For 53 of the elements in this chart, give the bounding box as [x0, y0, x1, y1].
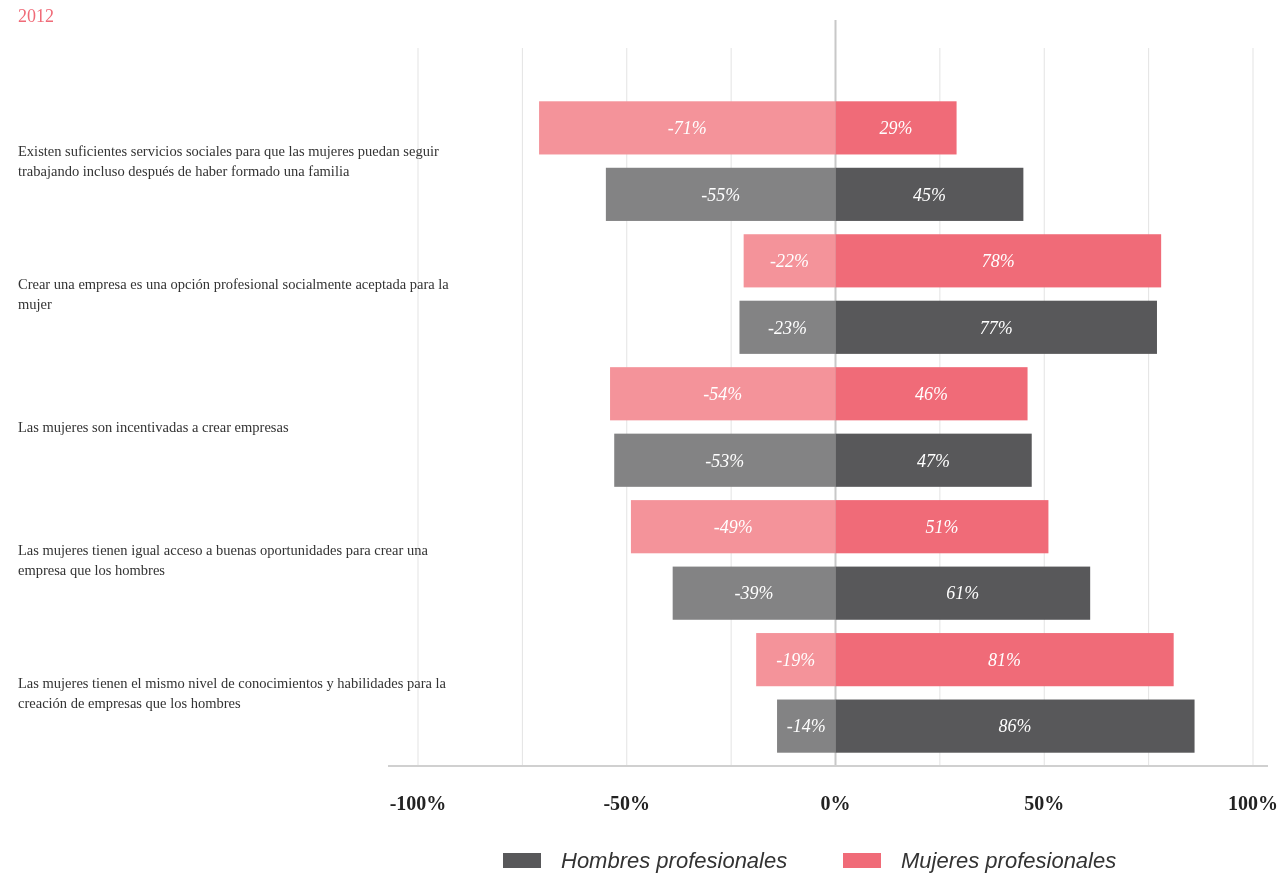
- y-tick-label: Las mujeres son incentivadas a crear empresas: [18, 419, 289, 436]
- y-tick-label: Las mujeres tienen el mismo nivel de conocimientos y habilidades para la creación de empresas que los hombres: [18, 674, 447, 711]
- bar: [835, 300, 1157, 354]
- bar: [835, 699, 1195, 753]
- bar: [835, 167, 1024, 221]
- bar: [743, 234, 836, 288]
- data-label: -53%: [705, 450, 745, 471]
- data-label: -55%: [701, 184, 741, 205]
- bar: [835, 234, 1162, 288]
- data-label: -22%: [770, 251, 810, 272]
- x-tick-label: 50%: [1024, 792, 1065, 814]
- legend-label: Hombres profesionales: [561, 848, 788, 873]
- data-label: 51%: [925, 517, 959, 538]
- legend-label: Mujeres profesionales: [901, 848, 1117, 873]
- data-label: -14%: [786, 716, 826, 737]
- x-tick-label: -100%: [389, 792, 447, 814]
- data-label: 45%: [912, 184, 946, 205]
- bar: [756, 633, 836, 687]
- bar: [835, 101, 957, 155]
- data-label: 86%: [998, 716, 1032, 737]
- x-tick-label: 0%: [820, 792, 851, 814]
- bar: [835, 500, 1049, 554]
- data-label: -54%: [703, 384, 743, 405]
- bar: [835, 566, 1091, 620]
- bar: [835, 367, 1028, 421]
- bar: [835, 433, 1032, 487]
- y-tick-label: Las mujeres tienen igual acceso a buenas oportunidades para crear una empresa que los hombres: [18, 542, 429, 579]
- y-tick-label: Existen suficientes servicios sociales para que las mujeres puedan seguir trabajando incluso después de haber formado una familia: [18, 143, 439, 180]
- bar: [835, 633, 1174, 687]
- data-label: -23%: [767, 317, 807, 338]
- data-label: 78%: [981, 251, 1015, 272]
- text: 2012: [18, 6, 54, 26]
- bar: [610, 367, 836, 421]
- data-label: 81%: [988, 649, 1022, 670]
- bar: [777, 699, 836, 753]
- y-tick-label: Crear una empresa es una opción profesional socialmente aceptada para la mujer: [18, 276, 450, 313]
- x-tick-label: 100%: [1228, 792, 1278, 814]
- data-label: -19%: [776, 649, 816, 670]
- bar: [739, 300, 836, 354]
- x-tick-label: -50%: [603, 792, 651, 814]
- data-label: 77%: [979, 317, 1013, 338]
- data-label: -49%: [713, 517, 753, 538]
- data-label: -71%: [667, 118, 707, 139]
- data-label: 46%: [915, 384, 949, 405]
- data-label: -39%: [734, 583, 774, 604]
- data-label: 29%: [879, 118, 913, 139]
- data-label: 47%: [917, 450, 951, 471]
- bar: [614, 433, 836, 487]
- bar: [605, 167, 836, 221]
- bar: [539, 101, 836, 155]
- bar: [630, 500, 836, 554]
- bar: [672, 566, 836, 620]
- data-label: 61%: [946, 583, 980, 604]
